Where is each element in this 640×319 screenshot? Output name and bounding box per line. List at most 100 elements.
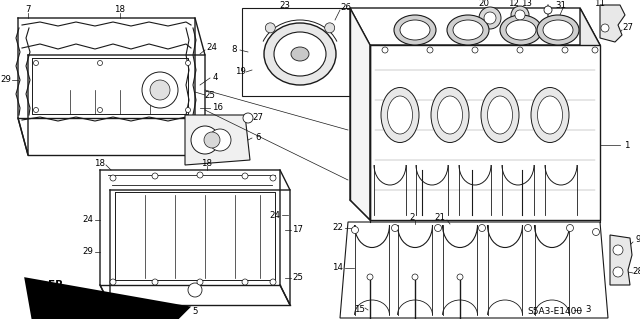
- Circle shape: [266, 23, 275, 33]
- Text: 5: 5: [192, 308, 198, 316]
- Circle shape: [242, 279, 248, 285]
- Ellipse shape: [191, 126, 219, 154]
- Polygon shape: [370, 45, 600, 220]
- Text: 14: 14: [333, 263, 344, 272]
- Text: 12: 12: [509, 0, 520, 8]
- Text: 23: 23: [280, 1, 291, 10]
- Circle shape: [593, 228, 600, 235]
- Text: 9: 9: [636, 235, 640, 244]
- Text: 24: 24: [207, 43, 218, 53]
- Ellipse shape: [506, 20, 536, 40]
- Circle shape: [243, 113, 253, 123]
- Circle shape: [544, 6, 552, 14]
- Text: 22: 22: [333, 224, 344, 233]
- Text: 21: 21: [435, 213, 445, 222]
- Text: 3: 3: [585, 306, 591, 315]
- Text: 24: 24: [269, 211, 280, 219]
- Text: 27: 27: [623, 24, 634, 33]
- Ellipse shape: [264, 23, 336, 85]
- Ellipse shape: [481, 87, 519, 143]
- Circle shape: [97, 61, 102, 65]
- Polygon shape: [340, 222, 608, 318]
- Circle shape: [515, 10, 525, 20]
- Circle shape: [351, 226, 358, 234]
- Circle shape: [472, 47, 478, 53]
- Text: 16: 16: [212, 103, 223, 113]
- Circle shape: [457, 274, 463, 280]
- Circle shape: [392, 225, 399, 232]
- Circle shape: [242, 173, 248, 179]
- Circle shape: [517, 47, 523, 53]
- Text: 24: 24: [83, 216, 93, 225]
- Text: 7: 7: [25, 5, 31, 14]
- Circle shape: [152, 173, 158, 179]
- Text: 28: 28: [632, 268, 640, 277]
- Circle shape: [33, 61, 38, 65]
- Circle shape: [382, 47, 388, 53]
- Circle shape: [601, 24, 609, 32]
- Text: 29: 29: [1, 76, 12, 85]
- Ellipse shape: [274, 32, 326, 76]
- Polygon shape: [350, 8, 600, 45]
- Circle shape: [613, 245, 623, 255]
- Text: 15: 15: [355, 306, 365, 315]
- Circle shape: [484, 12, 496, 24]
- Circle shape: [592, 47, 598, 53]
- Circle shape: [186, 61, 191, 65]
- Ellipse shape: [381, 87, 419, 143]
- Circle shape: [479, 225, 486, 232]
- Text: 2: 2: [409, 212, 415, 221]
- Text: 27: 27: [253, 114, 264, 122]
- Ellipse shape: [209, 129, 231, 151]
- Polygon shape: [610, 235, 632, 285]
- Circle shape: [204, 132, 220, 148]
- Circle shape: [427, 47, 433, 53]
- Text: 29: 29: [83, 248, 93, 256]
- Text: 17: 17: [292, 226, 303, 234]
- Text: 18: 18: [115, 5, 125, 14]
- Text: 1: 1: [624, 140, 630, 150]
- Ellipse shape: [291, 47, 309, 61]
- Text: FR.: FR.: [48, 280, 68, 290]
- Ellipse shape: [488, 96, 513, 134]
- Ellipse shape: [538, 96, 563, 134]
- Text: 11: 11: [595, 0, 605, 8]
- Circle shape: [412, 274, 418, 280]
- Text: 18: 18: [95, 159, 106, 167]
- Polygon shape: [350, 8, 370, 220]
- Circle shape: [33, 108, 38, 113]
- Circle shape: [110, 175, 116, 181]
- Ellipse shape: [387, 96, 413, 134]
- Ellipse shape: [537, 15, 579, 45]
- Polygon shape: [600, 5, 625, 42]
- Circle shape: [435, 225, 442, 232]
- Circle shape: [186, 108, 191, 113]
- Ellipse shape: [400, 20, 430, 40]
- Ellipse shape: [438, 96, 463, 134]
- Circle shape: [197, 172, 203, 178]
- Text: 25: 25: [292, 273, 303, 283]
- Circle shape: [152, 279, 158, 285]
- Circle shape: [479, 7, 501, 29]
- Text: S5A3-E1400: S5A3-E1400: [527, 308, 582, 316]
- Ellipse shape: [531, 87, 569, 143]
- Circle shape: [324, 23, 335, 33]
- Circle shape: [566, 225, 573, 232]
- Text: 31: 31: [556, 1, 566, 10]
- Text: 4: 4: [212, 73, 218, 83]
- Text: 25: 25: [205, 91, 216, 100]
- Circle shape: [270, 279, 276, 285]
- Text: 18: 18: [202, 159, 212, 167]
- Text: 8: 8: [231, 46, 237, 55]
- Circle shape: [197, 279, 203, 285]
- Circle shape: [188, 283, 202, 297]
- Circle shape: [367, 274, 373, 280]
- Circle shape: [525, 225, 531, 232]
- Circle shape: [613, 267, 623, 277]
- Text: 19: 19: [235, 68, 245, 77]
- Circle shape: [562, 47, 568, 53]
- Circle shape: [150, 80, 170, 100]
- Ellipse shape: [431, 87, 469, 143]
- Bar: [242, 8, 352, 96]
- Ellipse shape: [447, 15, 489, 45]
